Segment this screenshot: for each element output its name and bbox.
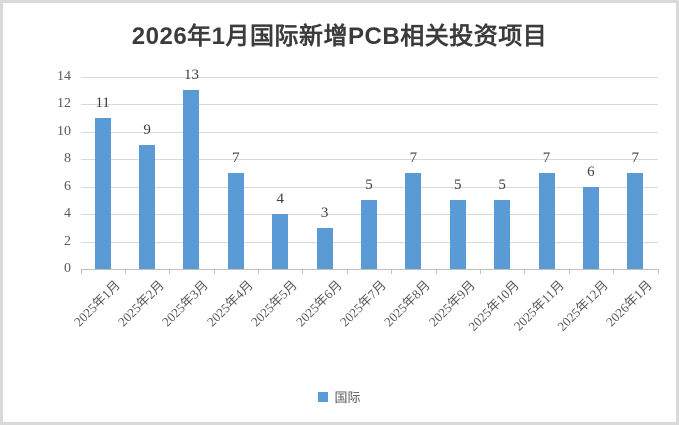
gridline (80, 104, 658, 105)
x-axis-tick (213, 269, 215, 274)
x-axis-tick (435, 269, 437, 274)
y-axis-tick-label: 6 (64, 178, 71, 194)
bar-value-label: 5 (498, 177, 506, 194)
x-axis-tick (568, 269, 570, 274)
bar (538, 172, 555, 269)
gridline (80, 76, 658, 78)
bar-value-label: 6 (587, 163, 595, 180)
bar-value-label: 9 (143, 122, 151, 139)
bar (361, 200, 377, 269)
bar (449, 200, 466, 269)
bar (139, 145, 156, 269)
bar-value-label: 7 (232, 149, 240, 166)
gridline (80, 159, 658, 160)
chart-title: 2026年1月国际新增PCB相关投资项目 (131, 23, 548, 50)
y-axis-tick-label: 8 (64, 151, 71, 166)
bar (183, 90, 200, 269)
bar-value-label: 7 (542, 149, 551, 166)
y-axis-tick-label: 4 (64, 206, 71, 221)
bar-chart-plot-area: 0 2 4 6 8 10 12 14 11 2025年1月 9 2025年2月 13 2025年3月 7 20… (3, 3, 676, 422)
bar-value-label: 5 (365, 177, 373, 194)
bar (94, 117, 111, 269)
gridline (80, 131, 658, 133)
bar-value-label: 7 (631, 149, 640, 166)
bar-value-label: 7 (409, 149, 418, 166)
x-axis-tick (258, 269, 260, 274)
bar-value-label: 5 (454, 177, 462, 194)
legend: 国际 (3, 387, 676, 406)
y-axis-tick-label: 14 (57, 68, 71, 84)
y-axis-tick-label: 12 (57, 96, 71, 111)
x-axis-tick (524, 269, 526, 274)
x-axis-tick (346, 269, 348, 274)
y-axis-tick-label: 2 (64, 233, 71, 249)
bar (272, 214, 289, 269)
x-axis-tick (391, 269, 393, 274)
bar (405, 172, 422, 269)
x-axis-tick (479, 269, 481, 274)
gridline (80, 186, 658, 188)
bar (582, 186, 599, 269)
x-axis-tick (613, 269, 615, 274)
x-axis-tick (80, 269, 82, 274)
x-axis-tick (169, 269, 171, 274)
y-axis-tick-label: 10 (57, 123, 71, 139)
x-axis-tick (657, 269, 659, 274)
bar-value-label: 3 (320, 204, 329, 221)
y-axis-tick-label: 0 (64, 261, 71, 276)
bar (316, 227, 333, 269)
legend-series-label: 国际 (334, 390, 361, 405)
bar-value-label: 11 (95, 94, 110, 111)
x-axis-line (80, 269, 658, 270)
bar-value-label: 4 (276, 191, 284, 207)
x-axis-tick (124, 269, 126, 274)
x-axis-tick (302, 269, 304, 274)
bar (494, 200, 511, 269)
bar (227, 172, 244, 269)
bar (627, 172, 644, 269)
legend-swatch-icon (318, 391, 329, 402)
bar-value-label: 13 (183, 67, 199, 84)
